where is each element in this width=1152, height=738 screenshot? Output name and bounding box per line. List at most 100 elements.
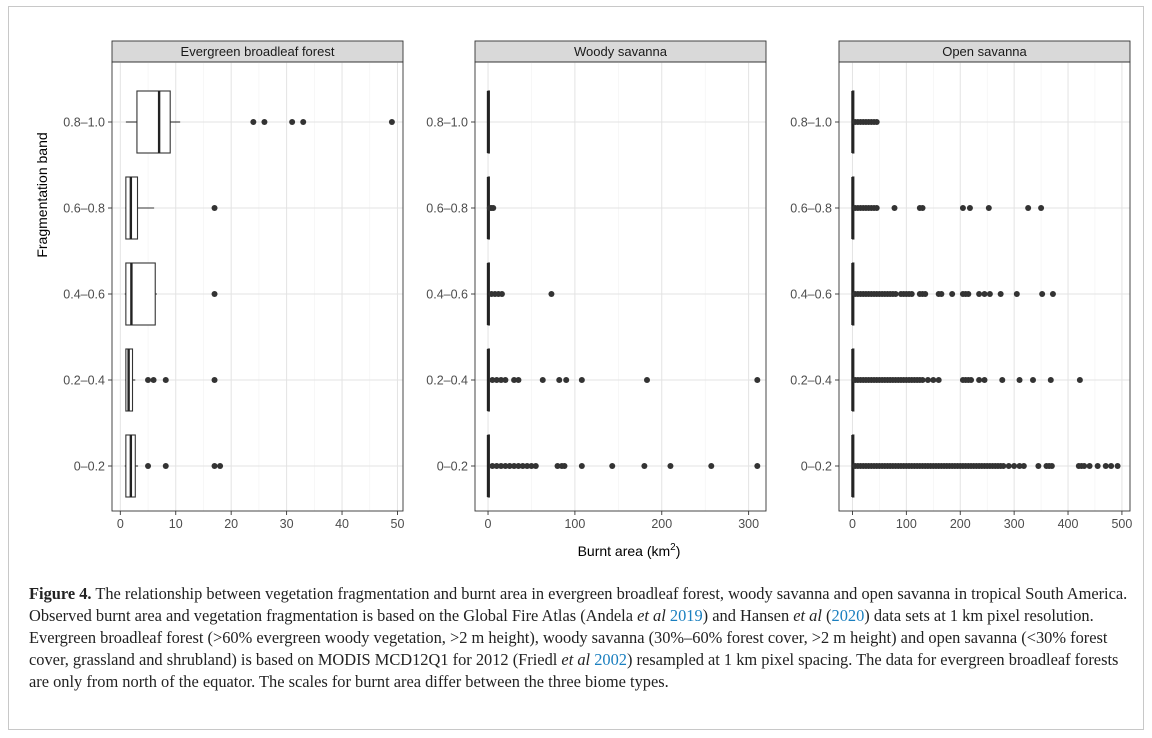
panel-3: Open savanna 0 100 200 300 400 500 0–0.2 0.2–0.4… [790,40,1132,531]
y-tick-label: 0.2–0.4 [790,374,832,388]
x-tick-label: 300 [1004,517,1025,531]
outlier-point [506,463,513,469]
citation-link-2002[interactable]: 2002 [594,650,627,669]
outlier-point [145,377,152,383]
panel-title: Open savanna [942,44,1027,59]
outlier-point [981,377,988,383]
outlier-point [1048,463,1055,469]
panel-title: Evergreen broadleaf forest [181,44,335,59]
outlier-point [515,463,522,469]
y-tick-label: 0–0.2 [437,460,468,474]
panel-border [474,61,767,512]
outlier-point [1094,463,1101,469]
outlier-point [524,463,531,469]
outlier-point [1039,291,1046,297]
citation-link-2020[interactable]: 2020 [831,606,865,625]
y-tick-label: 0.8–1.0 [790,116,832,130]
outlier-point [1000,463,1007,469]
outlier-point [966,205,973,211]
outlier-point [999,377,1006,383]
outlier-point [556,377,563,383]
outlier-point [1038,205,1045,211]
outlier-point [930,377,937,383]
outlier-point [211,377,218,383]
y-tick-label: 0–0.2 [74,460,105,474]
outlier-point [515,377,522,383]
outlier-point [493,463,500,469]
outlier-point [511,463,518,469]
y-axis-label: Fragmentation band [34,132,50,257]
x-tick-label: 20 [224,517,238,531]
outlier-point [489,377,496,383]
outlier-point [754,377,761,383]
outlier-point [1047,377,1054,383]
outlier-point [532,463,539,469]
caption-etal-1: et al [637,606,666,625]
citation-link-2019[interactable]: 2019 [669,606,703,625]
outlier-point [563,377,570,383]
outlier-point [493,377,500,383]
x-tick-label: 200 [651,517,672,531]
outlier-point [981,291,988,297]
figure-frame: Fragmentation band Burnt area (km2) Ever… [8,6,1144,730]
outlier-point [873,119,880,125]
y-tick-label: 0.2–0.4 [63,374,105,388]
outlier-point [162,463,169,469]
outlier-point [1035,463,1042,469]
y-tick-label: 0.4–0.6 [790,288,832,302]
outlier-point [300,119,307,125]
outlier-point [1086,463,1093,469]
panel-2: Woody savanna 0 100 200 300 0–0.2 0.2–0.4 0.4–0… [426,40,767,531]
y-tick-label: 0.6–0.8 [63,202,105,216]
outlier-point [986,291,993,297]
x-tick-label: 100 [564,517,585,531]
outlier-point [641,463,648,469]
outlier-point [150,377,157,383]
x-axis-label-main: Burnt area (km [578,543,671,559]
x-tick-label: 10 [169,517,183,531]
panels-group: Evergreen broadleaf forest 0 10 20 30 40 50 0–0… [63,40,1132,531]
panel-title: Woody savanna [574,44,668,59]
x-tick-label: 300 [738,517,759,531]
outlier-point [997,291,1004,297]
outlier-point [1025,205,1032,211]
outlier-point [1076,377,1083,383]
outlier-point [1016,463,1023,469]
outlier-point [388,119,395,125]
caption-text-6: ) resampled at 1 km pixel spacing. The d… [29,650,1119,691]
outlier-point [1081,463,1088,469]
panel-border [838,61,1131,512]
caption-text-3: ( [821,606,832,625]
outlier-point [908,291,915,297]
outlier-point [935,377,942,383]
x-tick-label: 100 [896,517,917,531]
outlier-point [1108,463,1115,469]
y-tick-label: 0.4–0.6 [426,288,468,302]
outlier-point [959,205,966,211]
caption-text-2: ) and Hansen [702,606,794,625]
outlier-point [976,377,983,383]
outlier-point [938,291,945,297]
outlier-point [519,463,526,469]
outlier-point [708,463,715,469]
x-tick-label: 50 [391,517,405,531]
x-tick-label: 0 [117,517,124,531]
caption-label: Figure 4. [29,584,92,603]
caption-text-1: The relationship between vegetation frag… [29,584,1128,625]
outlier-point [965,291,972,297]
outlier-point [924,377,931,383]
y-tick-label: 0.2–0.4 [426,374,468,388]
outlier-point [489,463,496,469]
outlier-point [498,291,505,297]
outlier-point [643,377,650,383]
outlier-point [754,463,761,469]
outlier-point [891,205,898,211]
panel-border [111,61,404,512]
outlier-point [1049,291,1056,297]
outlier-point [289,119,296,125]
outlier-point [511,377,518,383]
outlier-point [561,463,568,469]
outlier-point [1020,463,1027,469]
box [136,90,171,154]
y-tick-label: 0.4–0.6 [63,288,105,302]
